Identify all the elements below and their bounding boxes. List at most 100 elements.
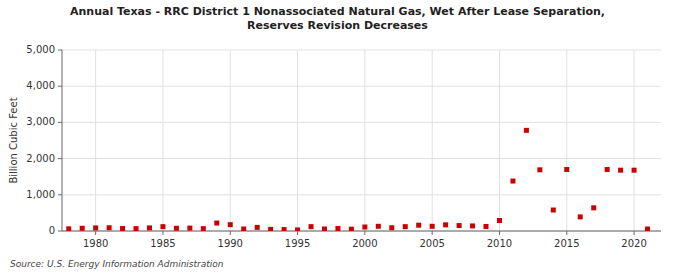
point — [551, 208, 556, 213]
point — [564, 167, 569, 172]
y-tick — [58, 50, 62, 51]
point — [187, 226, 192, 231]
point — [510, 179, 515, 184]
point — [335, 226, 340, 231]
point — [349, 227, 354, 231]
point — [389, 225, 394, 230]
x-tick — [95, 231, 96, 235]
x-grid-line — [634, 50, 635, 231]
y-tick — [58, 194, 62, 195]
y-grid-line — [62, 158, 661, 159]
axes: 0 1,000 2,000 3,000 4,000 5,000 1980 1985 1990 19… — [26, 44, 661, 249]
point — [457, 223, 462, 228]
point — [497, 218, 502, 223]
x-axis-line — [62, 231, 661, 232]
y-grid-line — [62, 50, 661, 51]
point — [605, 167, 610, 172]
x-tick — [297, 231, 298, 235]
points — [66, 128, 650, 231]
y-tick-label: 3,000 — [26, 116, 55, 127]
point — [134, 226, 139, 231]
x-tick-label: 1980 — [83, 238, 108, 249]
point — [484, 224, 489, 229]
x-grid-line — [499, 50, 500, 231]
point — [120, 226, 125, 231]
point — [174, 226, 179, 231]
point — [524, 128, 529, 133]
y-tick-label: 0 — [49, 225, 55, 236]
y-tick-label: 2,000 — [26, 153, 55, 164]
y-axis-line — [62, 50, 63, 231]
point — [268, 227, 273, 231]
x-tick-label: 2010 — [487, 238, 512, 249]
point — [228, 222, 233, 227]
y-grid-line — [62, 231, 661, 232]
x-grid-line — [364, 50, 365, 231]
y-grid-line — [62, 86, 661, 87]
x-tick — [162, 231, 163, 235]
source-note: Source: U.S. Energy Information Administ… — [10, 259, 224, 269]
y-tick — [58, 158, 62, 159]
x-tick-label: 2020 — [621, 238, 646, 249]
x-tick-label: 1985 — [150, 238, 175, 249]
point — [430, 224, 435, 229]
y-grid-line — [62, 122, 661, 123]
x-tick-label: 1995 — [285, 238, 310, 249]
grid — [62, 50, 661, 231]
x-grid-line — [95, 50, 96, 231]
point — [632, 168, 637, 173]
x-tick-label: 2015 — [554, 238, 579, 249]
point — [107, 225, 112, 230]
point — [591, 205, 596, 210]
point — [66, 226, 71, 231]
point — [160, 224, 165, 229]
point — [403, 224, 408, 229]
point — [322, 227, 327, 231]
point — [147, 225, 152, 230]
x-grid-line — [162, 50, 163, 231]
chart: 0 1,000 2,000 3,000 4,000 5,000 1980 1985 1990 19… — [0, 0, 675, 275]
x-tick — [432, 231, 433, 235]
title: Annual Texas - RRC District 1 Nonassocia… — [70, 5, 605, 32]
point — [201, 226, 206, 231]
point — [295, 227, 300, 231]
y-tick — [58, 231, 62, 232]
point — [93, 225, 98, 230]
x-tick — [364, 231, 365, 235]
x-grid-line — [432, 50, 433, 231]
point — [416, 223, 421, 228]
point — [214, 221, 219, 226]
point — [80, 226, 85, 231]
x-tick-label: 2000 — [352, 238, 377, 249]
y-axis-label: Billion Cubic Feet — [8, 97, 19, 183]
point — [443, 222, 448, 227]
point — [282, 227, 287, 231]
x-tick — [634, 231, 635, 235]
point — [376, 224, 381, 229]
point — [470, 223, 475, 228]
x-tick-label: 1990 — [218, 238, 243, 249]
x-grid-line — [230, 50, 231, 231]
y-tick — [58, 86, 62, 87]
x-grid-line — [566, 50, 567, 231]
point — [578, 214, 583, 219]
y-tick — [58, 122, 62, 123]
point — [362, 225, 367, 230]
point — [645, 227, 650, 231]
point — [537, 167, 542, 172]
y-grid-line — [62, 194, 661, 195]
point — [255, 225, 260, 230]
x-tick — [499, 231, 500, 235]
point — [241, 227, 246, 231]
y-tick-label: 1,000 — [26, 189, 55, 200]
chart-container: 0 1,000 2,000 3,000 4,000 5,000 1980 1985 1990 19… — [0, 0, 675, 275]
y-tick-label: 5,000 — [26, 44, 55, 55]
x-grid-line — [297, 50, 298, 231]
point — [309, 224, 314, 229]
plot-area — [62, 50, 661, 231]
y-tick-label: 4,000 — [26, 80, 55, 91]
x-tick-label: 2005 — [419, 238, 444, 249]
point — [618, 168, 623, 173]
x-tick — [566, 231, 567, 235]
x-tick — [230, 231, 231, 235]
